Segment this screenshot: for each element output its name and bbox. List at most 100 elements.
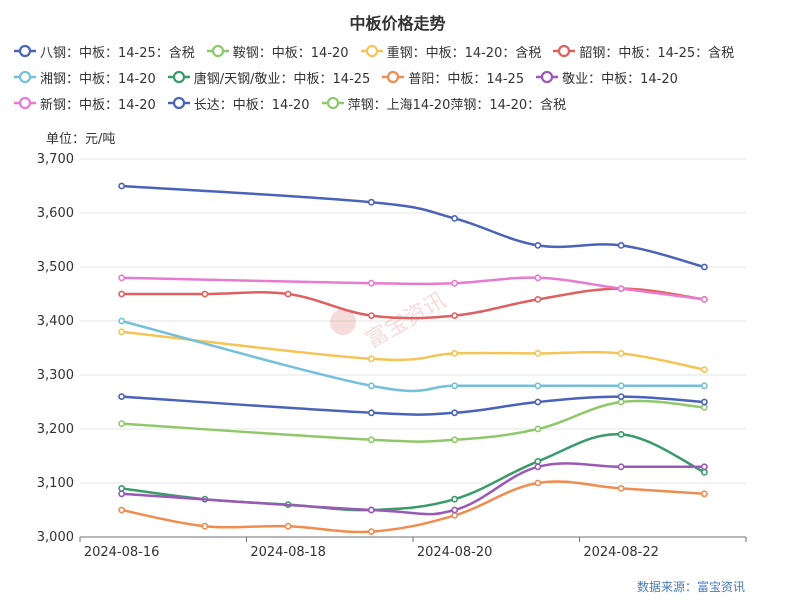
y-tick-label: 3,500 <box>37 260 74 275</box>
data-point-8 <box>367 279 375 287</box>
legend-item[interactable]: 重钢：中板：14-20：含税 <box>360 42 542 61</box>
legend-item[interactable]: 鞍钢：中板：14-20 <box>206 42 349 61</box>
data-point-2 <box>617 349 625 357</box>
x-tick-label: 2024-08-18 <box>250 545 326 560</box>
legend-swatch-icon <box>382 70 405 84</box>
legend-item[interactable]: 敬业：中板：14-20 <box>536 68 678 87</box>
data-point-5 <box>534 457 542 465</box>
data-point-6 <box>118 506 126 514</box>
y-tick-label: 3,200 <box>37 422 74 437</box>
legend-item[interactable]: 长达：中板：14-20 <box>167 94 310 113</box>
legend-swatch-icon <box>536 70 559 84</box>
data-point-6 <box>201 522 209 530</box>
legend-label: 重钢：中板：14-20：含税 <box>386 45 542 61</box>
data-point-9 <box>700 398 708 406</box>
legend-label: 长达：中板：14-20 <box>193 97 310 113</box>
data-point-7 <box>700 463 708 471</box>
data-point-0 <box>700 263 708 271</box>
data-point-6 <box>617 484 625 492</box>
data-point-4 <box>534 382 542 390</box>
data-point-3 <box>284 290 292 298</box>
y-tick-label: 3,400 <box>37 314 74 329</box>
data-point-1 <box>118 420 126 427</box>
data-point-7 <box>534 463 542 471</box>
series-line-6 <box>121 480 705 534</box>
y-tick-label: 3,700 <box>37 152 74 167</box>
data-point-2 <box>367 355 375 363</box>
data-point-3 <box>451 312 459 319</box>
legend-swatch-icon <box>167 96 190 110</box>
data-point-9 <box>118 393 126 400</box>
series-line-9 <box>121 395 705 416</box>
data-point-9 <box>367 409 375 417</box>
legend-item[interactable]: 湘钢：中板：14-20 <box>14 68 156 87</box>
legend-label: 新钢：中板：14-20 <box>40 97 156 113</box>
data-point-2 <box>534 349 542 357</box>
data-point-3 <box>201 290 209 298</box>
series-line-8 <box>121 276 705 301</box>
legend-item[interactable]: 普阳：中板：14-25 <box>382 68 524 87</box>
legend-row: 新钢：中板：14-20 长达：中板：14-20 萍钢：上海14-20萍钢：14-20… <box>14 90 789 116</box>
data-point-0 <box>367 198 375 206</box>
data-point-7 <box>451 506 459 514</box>
data-point-4 <box>700 382 708 390</box>
chart-title: 中板价格走势 <box>349 14 446 33</box>
legend-item[interactable]: 萍钢：上海14-20萍钢：14-20：含税 <box>321 94 566 113</box>
legend-label: 湘钢：中板：14-20 <box>40 71 156 87</box>
data-point-8 <box>118 274 126 282</box>
data-point-9 <box>534 398 542 406</box>
legend-item[interactable]: 韶钢：中板：14-25：含税 <box>553 42 734 61</box>
legend-swatch-icon <box>206 44 229 58</box>
series-line-1 <box>121 399 705 443</box>
legend-swatch-icon <box>321 96 344 110</box>
legend-label: 鞍钢：中板：14-20 <box>232 45 349 61</box>
data-point-8 <box>451 279 459 287</box>
legend-swatch-icon <box>14 70 36 84</box>
legend-swatch-icon <box>553 44 576 58</box>
data-point-7 <box>617 463 625 471</box>
legend-label: 八钢：中板：14-25：含税 <box>40 45 195 61</box>
data-point-0 <box>118 182 126 190</box>
data-point-1 <box>617 398 625 406</box>
data-point-7 <box>367 506 375 514</box>
data-point-9 <box>617 393 625 400</box>
legend-row: 八钢：中板：14-25：含税 鞍钢：中板：14-20 重钢：中板：14-20：含税 韶… <box>14 38 789 64</box>
data-point-6 <box>367 528 375 535</box>
data-point-5 <box>118 484 126 492</box>
legend-label: 唐钢/天钢/敬业：中板：14-25 <box>193 71 371 87</box>
data-point-7 <box>118 490 126 498</box>
x-tick-label: 2024-08-22 <box>583 545 659 560</box>
y-tick-label: 3,600 <box>37 206 74 221</box>
data-point-2 <box>451 349 459 357</box>
data-point-2 <box>700 366 708 373</box>
legend: 八钢：中板：14-25：含税 鞍钢：中板：14-20 重钢：中板：14-20：含税 韶… <box>14 38 789 116</box>
y-axis-unit-label: 单位：元/吨 <box>46 132 116 147</box>
data-point-9 <box>451 409 459 417</box>
y-tick-label: 3,000 <box>37 530 74 545</box>
legend-swatch-icon <box>14 96 36 110</box>
data-point-8 <box>534 274 542 282</box>
legend-item[interactable]: 唐钢/天钢/敬业：中板：14-25 <box>167 68 371 87</box>
data-point-0 <box>617 241 625 249</box>
series-line-0 <box>121 184 705 269</box>
legend-item[interactable]: 新钢：中板：14-20 <box>14 94 156 113</box>
legend-item[interactable]: 八钢：中板：14-25：含税 <box>14 42 195 61</box>
data-point-4 <box>367 382 375 390</box>
data-point-5 <box>617 430 625 438</box>
data-source-label: 数据来源：富宝资讯 <box>636 580 745 594</box>
data-point-6 <box>700 490 708 498</box>
data-point-2 <box>118 328 126 336</box>
data-point-1 <box>534 425 542 433</box>
series-line-3 <box>121 287 705 320</box>
legend-label: 敬业：中板：14-20 <box>562 71 678 87</box>
data-point-5 <box>451 495 459 503</box>
data-point-1 <box>451 436 459 444</box>
legend-swatch-icon <box>14 44 36 58</box>
legend-label: 普阳：中板：14-25 <box>408 71 525 87</box>
data-point-4 <box>451 382 459 390</box>
data-point-6 <box>451 512 459 519</box>
x-tick-label: 2024-08-20 <box>417 545 493 560</box>
data-point-1 <box>367 436 375 444</box>
data-point-8 <box>617 285 625 292</box>
